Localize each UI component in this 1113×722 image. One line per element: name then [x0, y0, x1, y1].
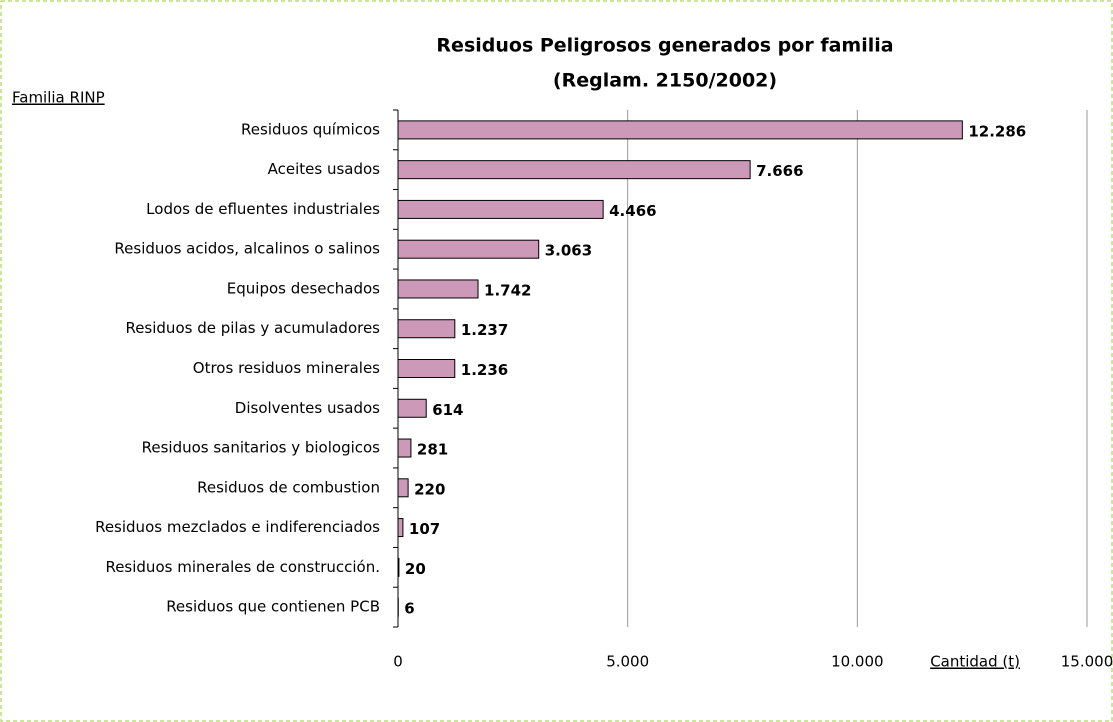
y-tick-label: Residuos de pilas y acumuladores: [125, 319, 380, 337]
y-tick-label: Residuos acidos, alcalinos o salinos: [114, 240, 380, 258]
x-tick-label: 0: [393, 653, 403, 671]
bar: [397, 438, 412, 458]
value-label: 107: [409, 520, 440, 538]
bar: [397, 160, 751, 180]
y-tick-label: Residuos sanitarios y biologicos: [142, 439, 381, 457]
value-label: 220: [414, 480, 445, 498]
value-label: 1.742: [484, 281, 531, 299]
chart-title: Residuos Peligrosos generados por famili…: [436, 35, 893, 57]
value-label: 6: [404, 600, 414, 618]
y-tick-label: Residuos químicos: [241, 120, 380, 138]
x-tick-label: 15.000: [1061, 653, 1113, 671]
y-tick-label: Otros residuos minerales: [193, 359, 380, 377]
bar: [397, 199, 604, 219]
y-tick-label: Lodos de efluentes industriales: [146, 200, 380, 218]
y-tick-label: Residuos mezclados e indiferenciados: [95, 518, 380, 536]
x-axis-label: Cantidad (t): [930, 653, 1020, 671]
value-label: 12.286: [968, 122, 1026, 140]
x-tick-label: 5.000: [606, 653, 649, 671]
bar: [397, 359, 456, 378]
bar: [397, 398, 427, 418]
value-label: 281: [417, 441, 448, 459]
y-tick-label: Disolventes usados: [235, 399, 380, 417]
y-axis-label: Familia RINP: [12, 89, 105, 107]
value-label: 20: [405, 560, 426, 578]
y-tick-label: Residuos que contienen PCB: [166, 598, 380, 616]
y-tick-label: Residuos de combustion: [197, 478, 380, 496]
y-tick-label: Residuos minerales de construcción.: [105, 558, 380, 576]
bar: [397, 120, 963, 140]
value-label: 4.466: [609, 202, 656, 220]
chart-title: (Reglam. 2150/2002): [553, 70, 777, 92]
value-label: 1.237: [461, 321, 508, 339]
bar: [397, 518, 404, 538]
y-tick-label: Aceites usados: [268, 160, 381, 178]
bar: [397, 319, 456, 339]
value-label: 1.236: [461, 361, 508, 379]
bar: [397, 478, 409, 498]
value-label: 614: [432, 401, 463, 419]
value-label: 3.063: [545, 242, 592, 260]
bar: [397, 239, 540, 259]
value-label: 7.666: [756, 162, 803, 180]
y-tick-label: Equipos desechados: [227, 279, 380, 297]
bar: [397, 279, 479, 299]
x-tick-label: 10.000: [831, 653, 884, 671]
bar: [397, 557, 400, 577]
